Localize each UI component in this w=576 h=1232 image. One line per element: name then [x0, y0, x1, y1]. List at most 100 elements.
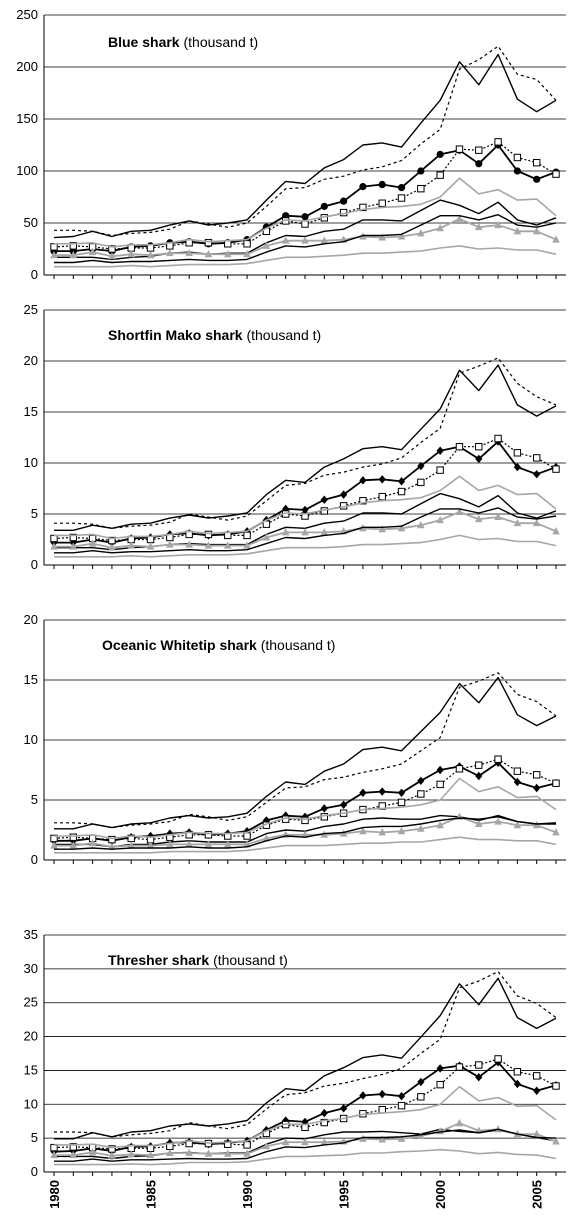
series-line-black-bottom	[54, 1128, 557, 1162]
data-point	[88, 539, 97, 547]
series-line-dotted	[54, 357, 557, 529]
data-point	[69, 242, 78, 250]
data-point	[166, 840, 174, 848]
data-point	[282, 1116, 290, 1125]
series-line-gray-bottom	[54, 836, 557, 854]
data-point	[88, 839, 97, 847]
data-point	[455, 1119, 464, 1127]
data-point	[397, 1134, 406, 1142]
data-point	[204, 250, 213, 258]
series-line-dotted	[54, 672, 557, 829]
data-point	[494, 817, 502, 825]
series-line-square-open	[53, 758, 557, 841]
series-line-black-line	[53, 53, 557, 239]
series-line-gray-plain	[54, 177, 557, 248]
y-tick-label: 20	[24, 612, 38, 627]
data-point	[532, 1072, 541, 1080]
data-point	[359, 203, 367, 212]
data-point	[301, 220, 309, 228]
data-point	[475, 146, 483, 154]
series-line-gray-bottom	[54, 534, 557, 558]
data-point	[223, 541, 232, 549]
data-point	[166, 248, 174, 257]
data-point	[532, 518, 541, 527]
y-tick-label: 10	[24, 732, 38, 747]
data-point	[204, 831, 213, 839]
data-point	[417, 521, 425, 529]
data-point	[185, 540, 193, 548]
y-tick-label: 0	[31, 267, 38, 282]
data-point	[127, 841, 136, 849]
data-point	[532, 454, 541, 462]
data-point	[204, 530, 213, 539]
data-point	[475, 761, 483, 769]
data-point	[301, 830, 309, 838]
data-point	[532, 227, 541, 235]
data-point	[320, 804, 328, 813]
data-point	[50, 534, 58, 543]
y-tick-label: 25	[24, 995, 38, 1010]
data-point	[88, 1148, 97, 1156]
data-point	[223, 1149, 232, 1157]
data-point	[108, 252, 116, 260]
data-point	[378, 233, 387, 241]
data-point	[417, 1077, 425, 1087]
data-point	[301, 1138, 309, 1146]
data-point	[359, 476, 367, 485]
data-point	[243, 832, 251, 840]
data-point	[243, 827, 251, 836]
data-point	[146, 841, 155, 849]
data-point	[301, 236, 309, 244]
data-point	[436, 821, 444, 829]
data-point	[494, 755, 502, 763]
data-point	[417, 184, 425, 193]
data-point	[185, 831, 193, 839]
data-point	[50, 841, 58, 849]
data-point	[108, 1151, 116, 1159]
series-line-black-line	[54, 364, 557, 531]
data-point	[397, 232, 406, 240]
y-tick-label: 0	[31, 1164, 38, 1179]
data-point	[204, 239, 213, 247]
data-point	[378, 180, 386, 189]
data-point	[397, 1101, 406, 1110]
data-point	[475, 1061, 483, 1069]
data-point	[50, 542, 58, 550]
data-point	[69, 542, 78, 550]
data-point	[455, 765, 464, 773]
y-tick-label: 35	[24, 927, 38, 942]
data-point	[146, 244, 155, 252]
data-point	[455, 1063, 464, 1071]
data-point	[397, 184, 406, 192]
data-point	[243, 240, 251, 248]
data-point	[475, 1073, 483, 1082]
series-line-black-line	[54, 676, 557, 830]
data-point	[475, 454, 483, 464]
data-point	[69, 1150, 78, 1159]
data-point	[513, 449, 522, 457]
data-point	[532, 771, 541, 779]
y-tick-label: 10	[24, 1096, 38, 1111]
chart-title-unit: (thousand t)	[213, 952, 288, 968]
data-point	[494, 434, 502, 443]
data-point	[533, 783, 541, 793]
data-point	[359, 183, 367, 191]
data-point	[243, 541, 251, 549]
data-point	[69, 833, 78, 841]
data-point	[50, 243, 58, 251]
data-point	[223, 840, 232, 848]
data-point	[513, 821, 522, 829]
chart-title: Oceanic Whitetip shark (thousand t)	[102, 637, 335, 653]
data-point	[397, 194, 406, 202]
series-line-gray-plain	[54, 475, 557, 540]
data-point	[532, 158, 541, 167]
data-point	[204, 840, 213, 848]
data-point	[69, 533, 78, 542]
data-point	[359, 788, 367, 797]
data-point	[475, 442, 483, 451]
data-point	[417, 229, 425, 237]
data-point	[417, 167, 425, 175]
data-point	[359, 827, 367, 835]
data-point	[146, 542, 155, 550]
chart-title: Blue shark (thousand t)	[108, 34, 258, 50]
